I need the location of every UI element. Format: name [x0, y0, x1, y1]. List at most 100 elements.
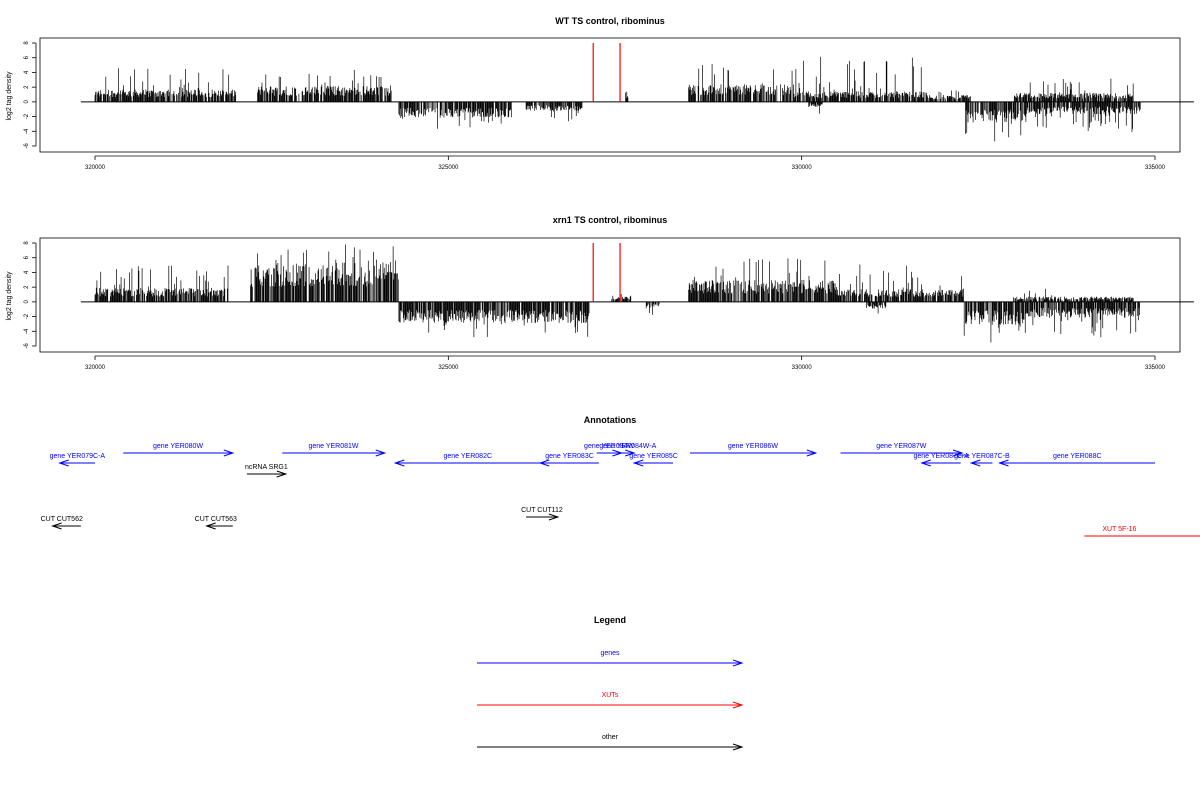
- y-tick-label: 0: [24, 100, 30, 104]
- feature-arrow-head: [548, 513, 560, 521]
- x-tick-label: 335000: [1145, 365, 1166, 371]
- feature-label: gene YER082C: [444, 453, 493, 460]
- feature-label: gene YER088C: [1053, 453, 1102, 460]
- feature-label: CUT CUT112: [521, 507, 563, 514]
- feature-arrow-head: [538, 459, 550, 467]
- feature-arrow-head: [920, 459, 931, 467]
- annotation-feature: gene YER084W-A: [599, 443, 657, 457]
- feature-arrow-head: [625, 449, 636, 457]
- feature-arrow-head: [58, 459, 69, 467]
- feature-label: CUT CUT562: [41, 516, 83, 523]
- legend-item: genes: [477, 650, 744, 667]
- legend-label: XUTs: [602, 692, 619, 699]
- feature-arrow-head: [51, 522, 62, 530]
- y-tick-label: 4: [24, 70, 30, 74]
- x-tick-label: 325000: [438, 365, 459, 371]
- y-tick-label: 8: [24, 41, 30, 45]
- x-tick-label: 320000: [85, 165, 106, 171]
- annotation-feature: CUT CUT112: [521, 507, 563, 521]
- y-tick-label: 2: [24, 285, 30, 289]
- feature-arrow-head: [952, 449, 964, 457]
- signal-bars: [80, 43, 1194, 142]
- annotation-feature: gene YER087C-A: [913, 453, 969, 467]
- signal-bars: [80, 243, 1194, 343]
- x-tick-label: 335000: [1145, 165, 1166, 171]
- y-axis: 8 6 4 2 0 -2 -4 -6: [24, 241, 37, 349]
- feature-label: ncRNA SRG1: [245, 464, 288, 471]
- legend-item: other: [477, 734, 744, 751]
- annotation-feature: gene YER080W: [123, 443, 235, 457]
- plot-frame: [39, 37, 1181, 153]
- y-tick-label: -4: [24, 328, 30, 334]
- legend-arrow-head: [732, 743, 744, 751]
- annotation-feature: gene YER083C: [538, 453, 599, 467]
- legend-panel: Legend genes XUTs other: [477, 615, 744, 751]
- annotation-feature: ncRNA SRG1: [245, 464, 288, 478]
- x-tick-label: 330000: [792, 365, 813, 371]
- annotation-feature: gene YER082C: [393, 453, 541, 467]
- wt-track: WT TS control, ribominus log2 tag densit…: [6, 16, 1194, 171]
- y-axis: 8 6 4 2 0 -2 -4 -6: [24, 41, 37, 149]
- feature-arrow-head: [205, 522, 216, 530]
- legend-label: genes: [600, 650, 620, 657]
- y-tick-label: 6: [24, 55, 30, 59]
- legend-title: Legend: [594, 615, 626, 625]
- feature-arrow-head: [997, 459, 1009, 467]
- feature-arrow-head: [393, 459, 405, 467]
- feature-label: XUT 5F-16: [1102, 526, 1136, 533]
- feature-arrow-head: [375, 449, 387, 457]
- feature-arrow-head: [223, 449, 235, 457]
- feature-arrow-head: [276, 470, 288, 478]
- y-tick-label: 4: [24, 270, 30, 274]
- y-tick-label: -2: [24, 313, 30, 319]
- annotation-feature: gene YER087W: [840, 443, 964, 457]
- feature-arrow-head: [969, 459, 981, 467]
- feature-arrow-head: [632, 459, 644, 467]
- legend-item: XUTs: [477, 692, 744, 709]
- feature-label: gene YER087W: [876, 443, 926, 450]
- x-tick-label: 330000: [792, 165, 813, 171]
- y-axis-label: log2 tag density: [6, 71, 13, 121]
- feature-label: gene YER084W-A: [599, 443, 656, 450]
- y-tick-label: -2: [24, 113, 30, 119]
- feature-label: gene YER087C-B: [954, 453, 1010, 460]
- feature-label: gene YER081W: [308, 443, 358, 450]
- track-title: WT TS control, ribominus: [555, 16, 665, 26]
- feature-label: gene YER084W: [584, 443, 634, 450]
- y-tick-label: 0: [24, 300, 30, 304]
- track-title: xrn1 TS control, ribominus: [553, 215, 668, 225]
- x-axis: 320000 325000 330000 335000: [85, 355, 1166, 371]
- y-tick-label: 8: [24, 241, 30, 245]
- y-tick-label: -4: [24, 128, 30, 134]
- annotation-features: gene YER079C-A gene YER080W gene YER081W nc…: [41, 443, 1200, 537]
- annotations-title: Annotations: [584, 415, 637, 425]
- annotation-feature: gene YER081W: [282, 443, 387, 457]
- x-tick-label: 325000: [438, 165, 459, 171]
- annotation-feature: gene YER086W: [690, 443, 818, 457]
- legend-items: genes XUTs other: [477, 650, 744, 751]
- annotation-feature: CUT CUT562: [41, 516, 83, 530]
- legend-arrow-head: [732, 659, 744, 667]
- feature-label: gene YER086W: [728, 443, 778, 450]
- annotation-feature: gene YER088C: [997, 453, 1155, 467]
- y-tick-label: -6: [24, 143, 30, 149]
- x-axis: 320000 325000 330000 335000: [85, 155, 1166, 171]
- feature-label: gene YER079C-A: [50, 453, 106, 460]
- feature-label: gene YER083C: [545, 453, 594, 460]
- feature-label: gene YER085C: [629, 453, 678, 460]
- annotation-feature: gene YER085C: [629, 453, 678, 467]
- y-axis-label: log2 tag density: [6, 271, 13, 321]
- annotation-feature: XUT 5F-16: [1084, 526, 1200, 537]
- plot-frame: [39, 237, 1181, 353]
- feature-arrow-head: [806, 449, 818, 457]
- annotation-feature: CUT CUT563: [195, 516, 237, 530]
- feature-label: gene YER080W: [153, 443, 203, 450]
- x-tick-label: 320000: [85, 365, 106, 371]
- xrn1-track: xrn1 TS control, ribominus log2 tag dens…: [6, 215, 1194, 371]
- legend-label: other: [602, 734, 619, 741]
- y-tick-label: 2: [24, 85, 30, 89]
- y-tick-label: 6: [24, 255, 30, 259]
